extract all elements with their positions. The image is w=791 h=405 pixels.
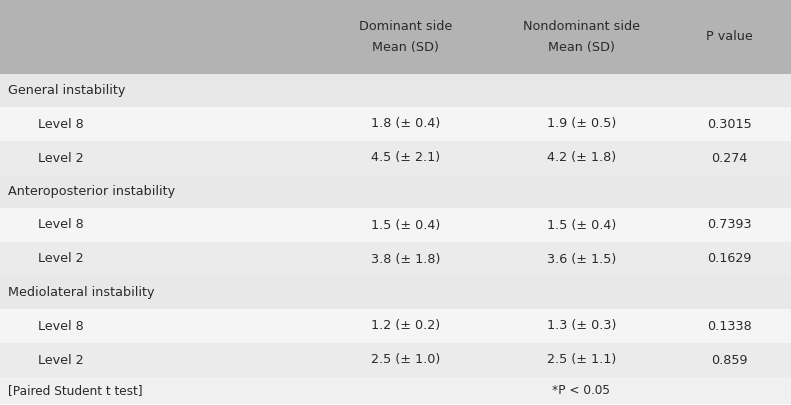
Bar xyxy=(0,276,791,309)
Text: 3.8 (± 1.8): 3.8 (± 1.8) xyxy=(371,252,440,266)
Text: [Paired Student t test]: [Paired Student t test] xyxy=(8,384,142,397)
Bar xyxy=(0,343,791,377)
Text: 0.1338: 0.1338 xyxy=(707,320,752,333)
Text: General instability: General instability xyxy=(8,84,126,97)
Text: Nondominant side: Nondominant side xyxy=(523,21,640,34)
Text: 2.5 (± 1.1): 2.5 (± 1.1) xyxy=(547,354,616,367)
Text: P value: P value xyxy=(706,30,753,43)
Text: 0.3015: 0.3015 xyxy=(707,117,752,130)
Bar xyxy=(0,377,791,404)
Text: Level 8: Level 8 xyxy=(38,219,84,232)
Text: Level 8: Level 8 xyxy=(38,320,84,333)
Text: Anteroposterior instability: Anteroposterior instability xyxy=(8,185,175,198)
Text: Dominant side: Dominant side xyxy=(359,21,452,34)
Text: 4.2 (± 1.8): 4.2 (± 1.8) xyxy=(547,151,616,164)
Text: 0.1629: 0.1629 xyxy=(707,252,752,266)
Text: 4.5 (± 2.1): 4.5 (± 2.1) xyxy=(371,151,440,164)
Bar xyxy=(0,309,791,343)
Text: 1.3 (± 0.3): 1.3 (± 0.3) xyxy=(547,320,616,333)
Text: Level 2: Level 2 xyxy=(38,354,84,367)
Bar xyxy=(0,0,791,74)
Text: 2.5 (± 1.0): 2.5 (± 1.0) xyxy=(371,354,440,367)
Text: 1.8 (± 0.4): 1.8 (± 0.4) xyxy=(371,117,440,130)
Bar xyxy=(0,175,791,208)
Bar xyxy=(0,141,791,175)
Bar xyxy=(0,74,791,107)
Text: 1.5 (± 0.4): 1.5 (± 0.4) xyxy=(371,219,440,232)
Text: 1.9 (± 0.5): 1.9 (± 0.5) xyxy=(547,117,616,130)
Bar xyxy=(0,208,791,242)
Text: 1.2 (± 0.2): 1.2 (± 0.2) xyxy=(371,320,440,333)
Text: *P < 0.05: *P < 0.05 xyxy=(552,384,611,397)
Text: Mediolateral instability: Mediolateral instability xyxy=(8,286,154,299)
Text: Mean (SD): Mean (SD) xyxy=(548,40,615,53)
Text: 3.6 (± 1.5): 3.6 (± 1.5) xyxy=(547,252,616,266)
Text: Mean (SD): Mean (SD) xyxy=(372,40,439,53)
Text: 0.274: 0.274 xyxy=(712,151,747,164)
Text: Level 2: Level 2 xyxy=(38,151,84,164)
Text: Level 2: Level 2 xyxy=(38,252,84,266)
Text: Level 8: Level 8 xyxy=(38,117,84,130)
Text: 1.5 (± 0.4): 1.5 (± 0.4) xyxy=(547,219,616,232)
Bar xyxy=(0,107,791,141)
Text: 0.7393: 0.7393 xyxy=(707,219,752,232)
Bar xyxy=(0,242,791,276)
Text: 0.859: 0.859 xyxy=(711,354,748,367)
